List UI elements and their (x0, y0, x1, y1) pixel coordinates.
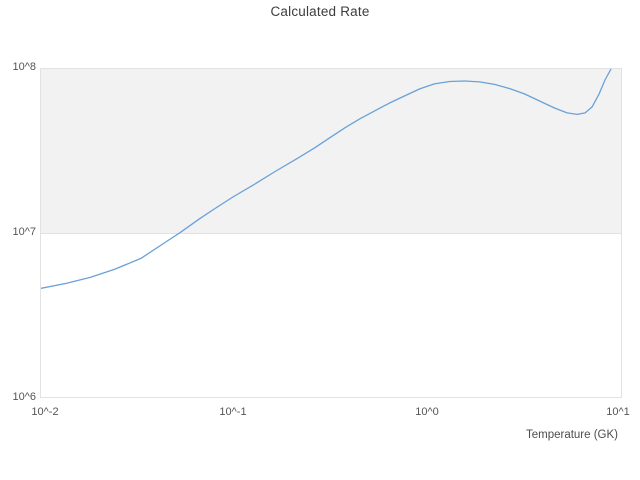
xtick-1e-1: 10^-1 (219, 406, 247, 418)
x-axis-title: Temperature (GK) (525, 429, 618, 441)
plot-area (40, 68, 622, 398)
ytick-1e6: 10^6 (12, 391, 36, 403)
xtick-1e1: 10^1 (606, 406, 630, 418)
chart-title: Calculated Rate (270, 4, 370, 19)
ytick-1e8: 10^8 (12, 61, 36, 73)
ytick-1e7: 10^7 (12, 226, 36, 238)
xtick-1e-2: 10^-2 (31, 406, 59, 418)
rate-curve-line (41, 69, 612, 289)
rate-curve (41, 69, 612, 289)
decade-band-1e7-1e8 (41, 69, 621, 234)
xtick-1e0: 10^0 (415, 406, 439, 418)
